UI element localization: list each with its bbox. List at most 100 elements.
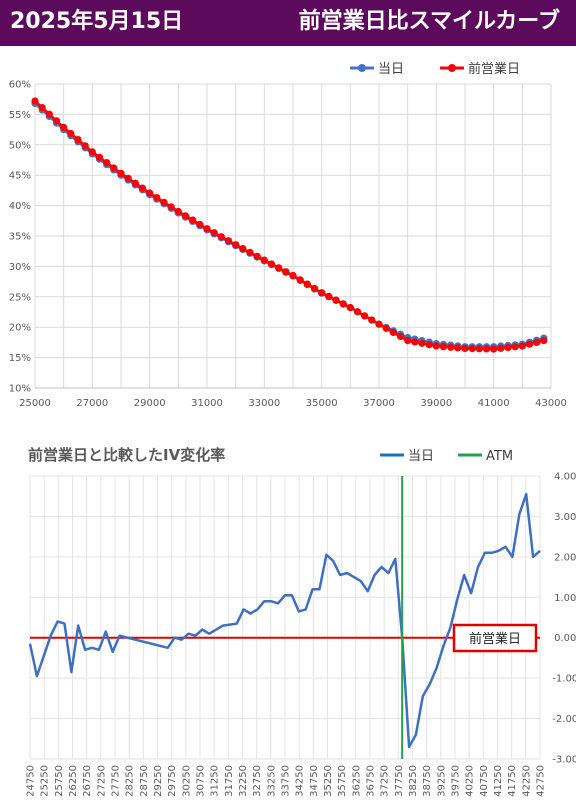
previous-point (160, 198, 168, 206)
iv-change-line (28, 492, 541, 749)
annotation-label: 前営業日 (469, 631, 521, 647)
chart2-x-tick-label: 35750 (337, 765, 348, 797)
chart2-y-axis: 4.00% 3.00% 2.00% 1.00% 0.00% -1.00% -2.00% -3.… (552, 472, 576, 766)
previous-point (389, 328, 397, 336)
chart2-x-tick-label: 41250 (493, 765, 504, 797)
chart1-x-tick-label: 31000 (191, 398, 223, 409)
chart1-y-tick-label: 20% (9, 323, 31, 334)
header-banner: 2025年5月15日 前営業日比スマイルカーブ (0, 0, 576, 46)
legend-previous-label: 前営業日 (468, 61, 520, 77)
previous-point (45, 110, 53, 118)
previous-point (511, 343, 519, 351)
previous-point (289, 271, 297, 280)
previous-point (447, 343, 455, 351)
chart1-y-tick-label: 10% (9, 384, 31, 395)
previous-point (260, 256, 268, 264)
chart2-x-tick-label: 27750 (111, 765, 122, 797)
previous-point (396, 332, 405, 341)
chart1-y-tick-label: 60% (9, 80, 31, 91)
previous-point (167, 203, 175, 211)
previous-point (174, 207, 182, 216)
iv-change-chart: 前営業日と比較したIV変化率 4.00% 3.00% 2.00% 1.00% 0.00%… (0, 426, 576, 802)
chart2-x-tick-label: 29750 (167, 765, 178, 797)
chart2-x-tick-label: 32750 (252, 765, 263, 797)
previous-point (497, 344, 505, 352)
chart2-title: 前営業日と比較したIV変化率 (28, 446, 225, 464)
chart1-series (31, 97, 548, 353)
chart2-background (0, 426, 576, 802)
previous-point (418, 339, 426, 347)
previous-point (303, 280, 311, 288)
chart1-y-axis: 10% 15% 20% 25% 30% 35% 40% 45% 50% 55% 60% (9, 80, 31, 395)
previous-point (81, 142, 89, 150)
previous-point (282, 268, 290, 276)
chart2-x-tick-label: 25250 (40, 765, 51, 797)
previous-point (95, 153, 104, 161)
chart2-x-tick-label: 25750 (54, 765, 65, 797)
chart1-x-tick-label: 39000 (420, 398, 452, 409)
chart1-x-tick-label: 27000 (76, 398, 108, 409)
previous-point (275, 264, 283, 272)
chart2-y-tick-label: 2.00% (554, 552, 576, 563)
previous-point (224, 237, 233, 245)
chart1-x-tick-label: 37000 (363, 398, 395, 409)
previous-point (504, 344, 512, 352)
chart2-x-tick-label: 39750 (451, 765, 462, 797)
header-title: 前営業日比スマイルカーブ (298, 9, 560, 34)
chart1-x-tick-label: 29000 (134, 398, 166, 409)
previous-point (425, 341, 433, 349)
previous-point (475, 345, 483, 353)
chart2-x-tick-label: 36750 (366, 765, 377, 797)
chart2-y-tick-label: 4.00% (554, 472, 576, 483)
chart2-x-tick-label: 26750 (82, 765, 93, 797)
previous-point (432, 342, 440, 350)
previous-point (38, 104, 46, 112)
chart2-x-tick-label: 40250 (465, 765, 476, 797)
previous-point (267, 260, 276, 268)
chart2-x-tick-label: 34750 (309, 765, 320, 797)
chart2-legend: 当日 ATM (380, 449, 513, 464)
previous-point (124, 174, 132, 182)
previous-point (339, 300, 347, 308)
chart2-y-tick-label: -1.00% (552, 674, 576, 685)
chart1-legend: 当日 前営業日 (350, 61, 520, 77)
legend-atm-label: ATM (486, 449, 513, 464)
previous-point (332, 296, 340, 304)
previous-point (361, 312, 369, 320)
chart2-y-tick-label: -3.00% (552, 755, 576, 766)
chart2-x-tick-label: 31250 (210, 765, 221, 797)
previous-point (325, 292, 333, 300)
chart2-x-tick-label: 37750 (394, 765, 405, 797)
previous-point (375, 320, 383, 328)
chart1-x-tick-label: 41000 (478, 398, 510, 409)
chart1-y-tick-label: 55% (9, 110, 31, 121)
chart2-x-tick-label: 42750 (536, 765, 547, 797)
previous-point (439, 343, 448, 351)
chart2-x-tick-label: 30750 (196, 765, 207, 797)
chart1-x-axis: 25000 27000 29000 31000 33000 35000 37000 39000… (19, 398, 567, 409)
chart2-x-tick-label: 26250 (68, 765, 79, 797)
previous-point (138, 184, 147, 192)
chart2-x-tick-label: 33250 (266, 765, 277, 797)
chart2-x-tick-label: 38250 (408, 765, 419, 797)
previous-point (103, 159, 111, 167)
chart2-x-tick-label: 41750 (507, 765, 518, 797)
chart1-y-tick-label: 40% (9, 201, 31, 212)
chart1-y-tick-label: 50% (9, 140, 31, 151)
chart2-y-tick-label: 1.00% (554, 593, 576, 604)
chart2-x-tick-label: 27250 (96, 765, 107, 797)
chart1-grid (34, 83, 552, 389)
chart1-x-tick-label: 33000 (248, 398, 280, 409)
chart2-x-tick-label: 35250 (323, 765, 334, 797)
previous-point (52, 117, 61, 125)
chart2-x-tick-label: 33750 (281, 765, 292, 797)
previous-point (368, 316, 376, 324)
chart2-x-tick-label: 30250 (181, 765, 192, 797)
previous-point (131, 179, 139, 187)
chart1-x-tick-label: 35000 (306, 398, 338, 409)
previous-point (253, 252, 261, 260)
previous-point (346, 303, 354, 312)
chart1-y-tick-label: 15% (9, 353, 31, 364)
previous-point (318, 289, 326, 297)
previous-point (239, 245, 247, 253)
